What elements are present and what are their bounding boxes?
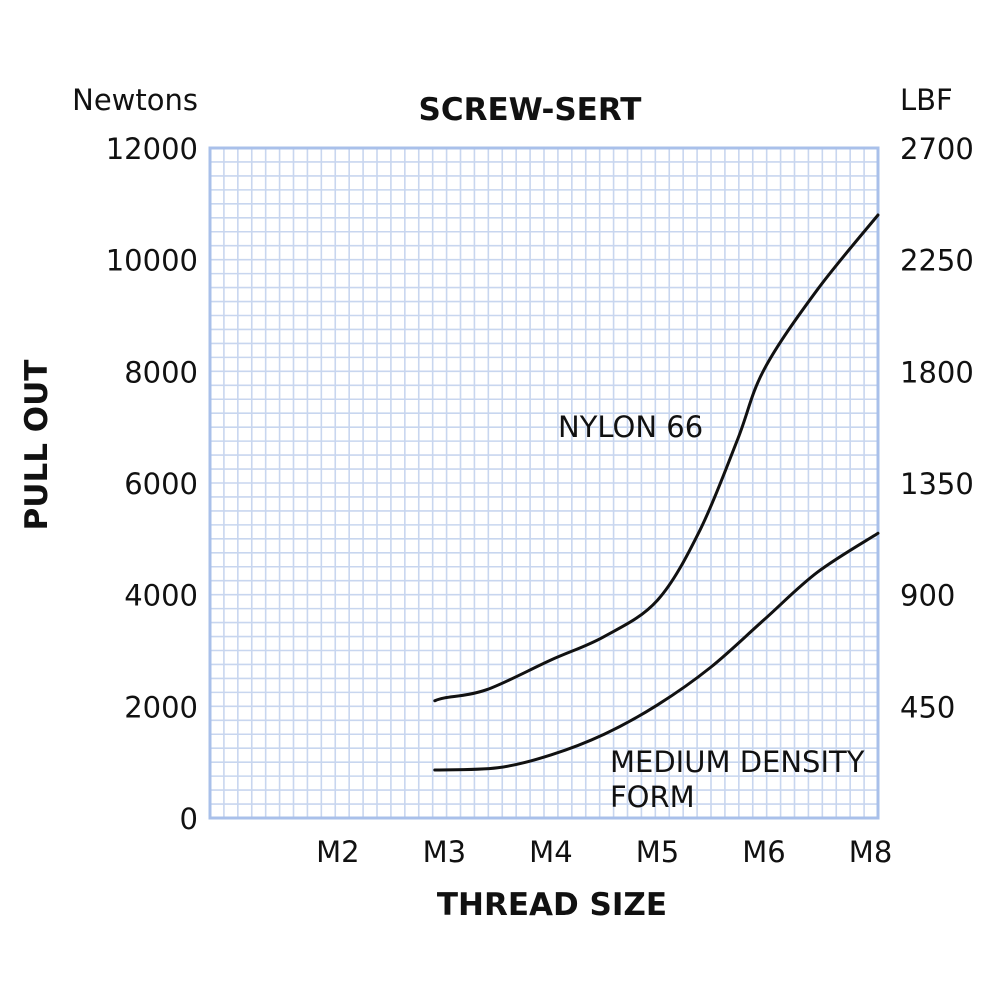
y-tick-label: 4000 xyxy=(124,579,198,613)
right-tick-label: 2700 xyxy=(900,132,974,166)
x-axis-label: THREAD SIZE xyxy=(437,887,667,923)
series-line-nylon-66 xyxy=(433,213,880,703)
left-unit-label: Newtons xyxy=(72,83,198,117)
y-tick-label: 8000 xyxy=(124,355,198,389)
series-label: FORM xyxy=(610,780,695,814)
chart-title: SCREW-SERT xyxy=(419,92,642,128)
plot-border xyxy=(208,146,880,820)
series-label: NYLON 66 xyxy=(558,410,703,444)
y-tick-label: 12000 xyxy=(106,132,198,166)
x-tick-label: M6 xyxy=(742,835,785,869)
x-tick-label: M8 xyxy=(849,835,892,869)
right-tick-label: 900 xyxy=(900,579,955,613)
x-tick-label: M4 xyxy=(529,835,572,869)
right-tick-label: 450 xyxy=(900,690,955,724)
right-tick-label: 1800 xyxy=(900,355,974,389)
series-label: MEDIUM DENSITY xyxy=(610,745,865,779)
y-tick-label: 0 xyxy=(180,802,198,836)
y-tick-label: 2000 xyxy=(124,690,198,724)
grid xyxy=(210,148,878,818)
series-line-medium-density-form xyxy=(433,531,880,772)
right-tick-label: 2250 xyxy=(900,244,974,278)
right-tick-label: 1350 xyxy=(900,467,974,501)
x-tick-label: M3 xyxy=(423,835,466,869)
y-tick-label: 10000 xyxy=(106,244,198,278)
y-axis-label: PULL OUT xyxy=(19,360,55,531)
y-tick-label: 6000 xyxy=(124,467,198,501)
right-unit-label: LBF xyxy=(900,83,953,117)
x-tick-label: M5 xyxy=(636,835,679,869)
x-tick-label: M2 xyxy=(316,835,359,869)
